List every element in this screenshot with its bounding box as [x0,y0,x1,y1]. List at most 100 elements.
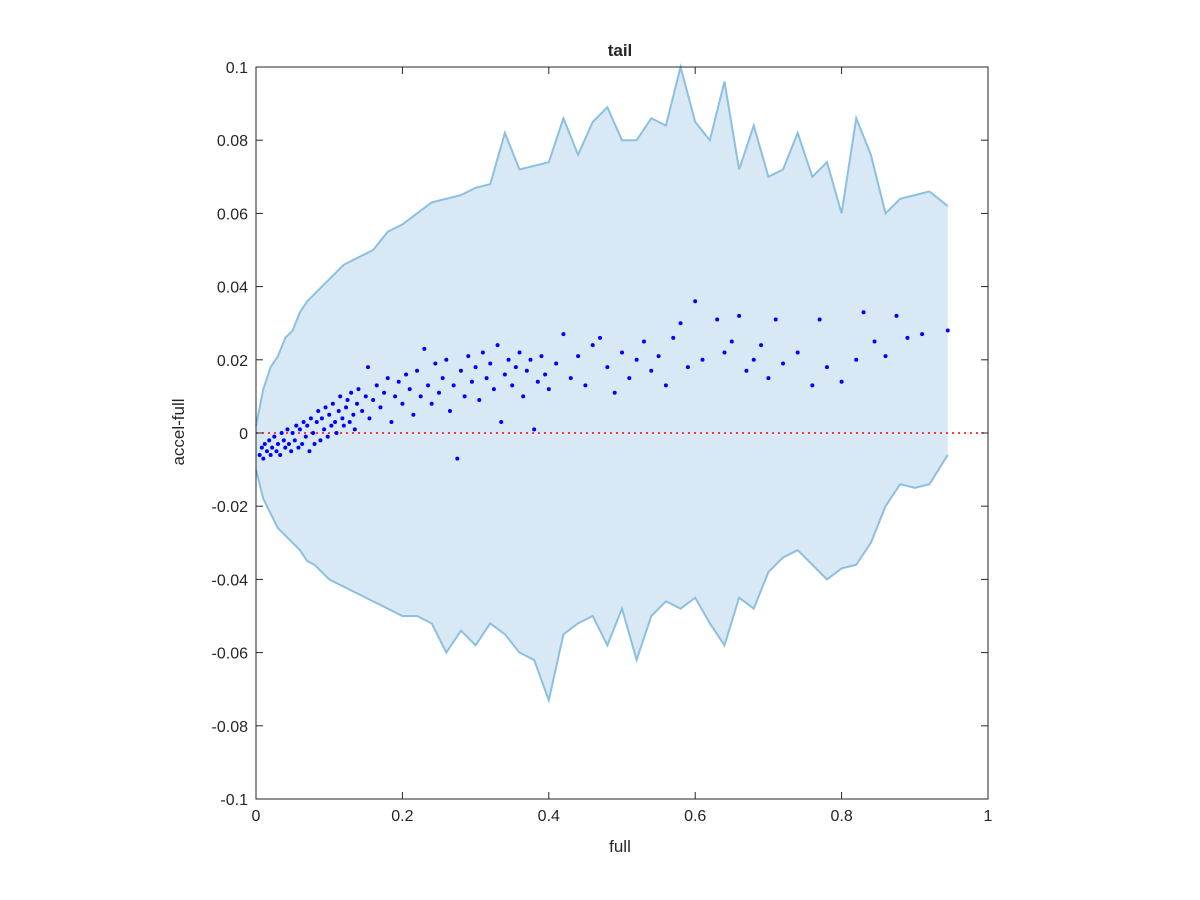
data-point [583,383,588,388]
data-point [546,387,551,392]
data-point [568,376,573,381]
data-point [367,416,372,421]
y-tick-label: 0.06 [217,206,248,223]
data-point [316,409,321,414]
data-point [352,427,357,432]
data-point [351,412,356,417]
data-point [440,376,445,381]
data-point [303,434,308,439]
data-point [345,398,350,403]
data-point [839,379,844,384]
data-point [356,387,361,392]
data-point [447,409,452,414]
data-point [389,420,394,425]
data-point [744,368,749,373]
data-point [484,376,489,381]
data-point [532,427,537,432]
data-point [824,365,829,370]
data-point [737,313,742,318]
data-point [945,328,950,333]
y-tick-label: -0.02 [212,499,249,516]
data-point [278,452,283,457]
data-point [506,357,511,362]
data-point [466,354,471,359]
data-point [338,394,343,399]
data-point [495,343,500,348]
data-point [685,365,690,370]
data-point [499,420,504,425]
data-point [491,387,496,392]
data-point [543,372,548,377]
data-point [700,357,705,362]
data-point [872,339,877,344]
data-point [259,445,264,450]
data-point [678,321,683,326]
data-point [333,420,338,425]
data-point [517,350,522,355]
y-tick-label: 0.04 [217,280,248,297]
y-tick-label: -0.04 [212,572,249,589]
data-point [663,383,668,388]
data-point [322,427,327,432]
y-tick-label: 0 [239,426,248,443]
data-point [292,438,297,443]
data-point [264,449,269,454]
data-point [262,441,267,446]
data-point [729,339,734,344]
data-point [502,372,507,377]
data-point [404,372,409,377]
data-point [418,394,423,399]
data-point [330,401,335,406]
data-point [861,310,866,315]
data-point [275,441,280,446]
data-point [620,350,624,355]
y-tick-label: -0.1 [220,792,248,809]
data-point [393,394,398,399]
data-point [488,361,493,366]
data-point [311,431,316,435]
data-point [641,339,646,344]
data-point [396,379,401,384]
data-point [415,368,420,373]
data-point [329,423,334,428]
data-point [261,456,266,461]
data-point [759,343,764,348]
y-tick-label: -0.08 [212,719,249,736]
data-point [340,416,345,421]
data-point [312,441,317,446]
data-point [307,449,312,454]
data-point [336,409,341,414]
data-point [854,357,859,362]
data-point [305,423,310,428]
data-point [612,390,617,395]
x-tick-label: 0 [252,808,261,825]
data-point [576,354,581,359]
data-point [521,394,526,399]
y-tick-label: 0.1 [226,60,248,77]
data-point [382,390,387,395]
data-point [894,313,899,318]
data-point [715,317,720,322]
y-axis-label: accel-full [169,398,188,465]
x-axis-label: full [609,837,631,856]
x-tick-label: 1 [984,808,993,825]
data-point [267,438,272,443]
data-point [411,412,416,417]
data-point [598,335,603,340]
data-point [325,434,330,439]
data-point [371,398,376,403]
data-point [400,401,405,406]
data-point [513,365,518,370]
data-point [334,431,339,435]
data-point [300,441,305,446]
data-point [462,394,467,399]
data-point [327,412,332,417]
data-point [363,394,368,399]
y-tick-label: -0.06 [212,646,249,663]
data-point [426,383,431,388]
y-tick-label: 0.08 [217,133,248,150]
data-point [455,456,460,461]
x-tick-label: 0.4 [538,808,560,825]
data-point [341,423,346,428]
